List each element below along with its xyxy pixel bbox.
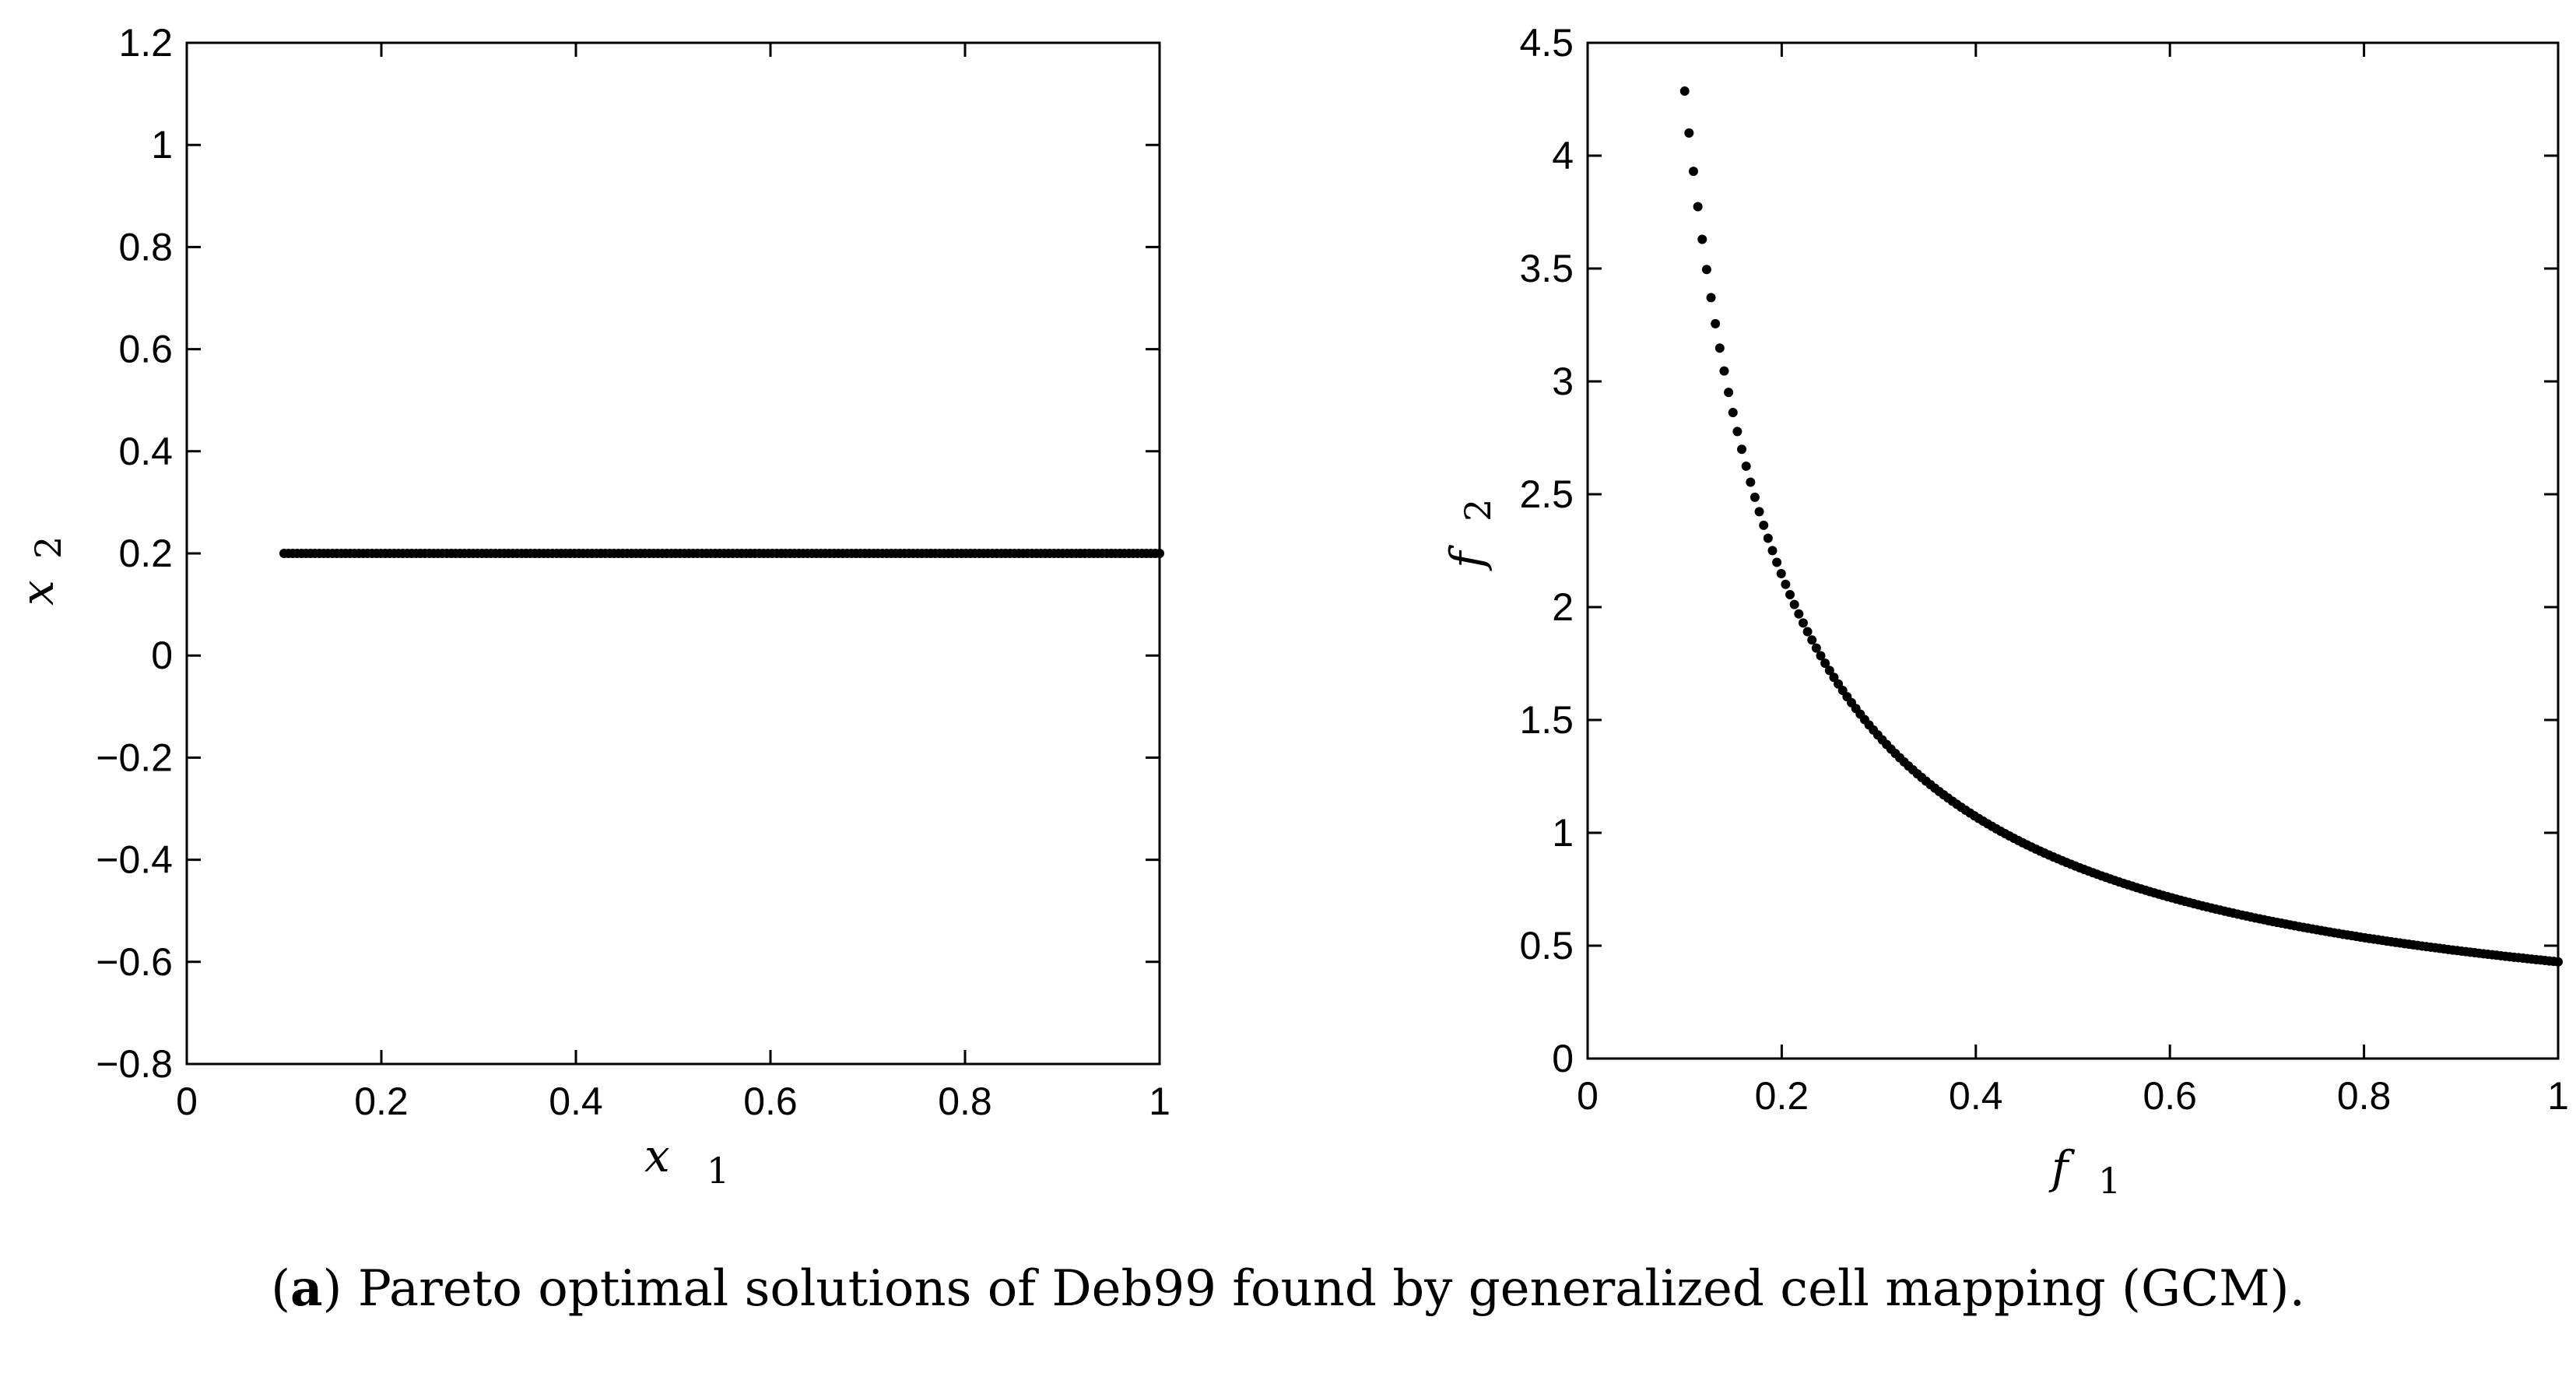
chart-left-xlabel: x — [644, 1129, 670, 1182]
chart-right-point — [1728, 407, 1738, 417]
chart-left-ytick-label: 1.2 — [118, 21, 173, 65]
chart-left-ytick-label: 0 — [151, 634, 173, 677]
chart-left-points — [279, 549, 1164, 558]
chart-left-ytick-label: −0.4 — [96, 838, 173, 882]
chart-right-point — [1816, 651, 1826, 661]
caption-text: Pareto optimal solutions of Deb99 found … — [342, 1260, 2305, 1318]
chart-right-point — [1781, 579, 1791, 589]
chart-right-xtick-label: 0.8 — [2337, 1074, 2392, 1118]
chart-left-ytick-label: 0.8 — [118, 225, 173, 269]
chart-right-point — [1724, 388, 1734, 398]
chart-right-point — [1737, 444, 1747, 455]
chart-left-ylabel-sub: 2 — [27, 536, 69, 559]
chart-right-point — [1732, 427, 1742, 437]
chart-right-ylabel-sub: 2 — [1457, 499, 1499, 521]
chart-left-ytick-label: 0.2 — [118, 532, 173, 575]
chart-right-frame — [1586, 41, 2560, 1060]
chart-right-ytick-label: 2.5 — [1519, 472, 1574, 516]
chart-left-ytick-label: −0.8 — [96, 1042, 173, 1086]
chart-right-point — [1741, 461, 1751, 471]
caption-label: a — [290, 1259, 323, 1318]
chart-left-ylabel: x — [11, 580, 64, 606]
chart-right-xtick-label: 0.4 — [1949, 1074, 2003, 1118]
chart-left-xtick-label: 1 — [1149, 1080, 1170, 1123]
chart-right-point — [1706, 293, 1716, 303]
chart-right-point — [1785, 589, 1795, 599]
chart-right-point — [1679, 86, 1690, 97]
chart-right-ytick-label: 1 — [1552, 811, 1574, 855]
chart-right-point — [1711, 318, 1721, 328]
chart-right-point — [1776, 568, 1786, 578]
chart-right-xtick-label: 0.6 — [2143, 1074, 2197, 1118]
chart-left-ylabel-group: x 2 — [11, 536, 69, 606]
chart-right-ylabel-group: f 2 — [1441, 499, 1499, 571]
chart-right-xlabel: f — [2048, 1141, 2076, 1194]
chart-right-ytick-label: 3 — [1552, 360, 1574, 403]
chart-right-point — [1693, 202, 1703, 212]
chart-right-point — [1807, 635, 1817, 645]
chart-left-ytick-label: 0.6 — [118, 328, 173, 371]
chart-right-xtick-label: 1 — [2547, 1074, 2569, 1118]
chart-right-ytick-label: 0.5 — [1519, 924, 1574, 967]
chart-left-xtick-label: 0.2 — [354, 1080, 409, 1123]
chart-left-ytick-label: 1 — [151, 123, 173, 167]
chart-left-ticks: 0 0.2 0.4 0.6 0.8 1 −0.8 −0.6 −0.4 −0.2 0 0.2 0.4 0.6… — [96, 21, 1170, 1123]
chart-right-point — [1767, 546, 1778, 556]
chart-right-point — [1820, 658, 1830, 669]
chart-left: 0 0.2 0.4 0.6 0.8 1 −0.8 −0.6 −0.4 −0.2 0 0.2 0.4 0.6… — [11, 21, 1170, 1192]
chart-right-ytick-label: 2 — [1552, 585, 1574, 629]
chart-right-xlabel-sub: 1 — [2098, 1160, 2121, 1202]
chart-right-point — [1719, 366, 1729, 376]
chart-left-xlabel-sub: 1 — [707, 1150, 729, 1192]
chart-left-ytick-label: −0.2 — [96, 736, 173, 779]
chart-right-point — [1750, 492, 1760, 502]
chart-left-xtick-label: 0.4 — [549, 1080, 603, 1123]
chart-right-point — [1789, 599, 1799, 609]
chart-left-xtick-label: 0 — [176, 1080, 198, 1123]
chart-right-ytick-label: 1.5 — [1519, 698, 1574, 742]
chart-right-point — [1684, 128, 1694, 138]
chart-right-point — [1802, 627, 1813, 637]
chart-left-point — [1155, 549, 1164, 558]
chart-right-point — [1794, 609, 1804, 619]
chart-right-ytick-label: 4 — [1552, 134, 1574, 177]
chart-right-point — [1701, 265, 1711, 275]
chart-right-point — [1697, 234, 1707, 244]
chart-right-point — [1798, 618, 1808, 628]
chart-right-ytick-label: 0 — [1552, 1037, 1574, 1080]
chart-right-point — [1811, 643, 1821, 653]
chart-left-ytick-label: −0.6 — [96, 940, 173, 984]
chart-right-ticks: 0 0.2 0.4 0.6 0.8 1 0 0.5 1 1.5 2 2.5 3 3.5 4 4.5 — [1519, 21, 2568, 1118]
chart-right-point — [1772, 557, 1782, 567]
chart-right: 0 0.2 0.4 0.6 0.8 1 0 0.5 1 1.5 2 2.5 3 3.5 4 4.5 f 1 f… — [1441, 21, 2569, 1202]
chart-left-ytick-label: 0.4 — [118, 430, 173, 473]
chart-right-point — [2553, 957, 2563, 967]
chart-right-point — [1824, 665, 1834, 676]
chart-right-point — [1746, 477, 1756, 487]
chart-right-ylabel: f — [1441, 544, 1493, 571]
chart-right-point — [1688, 167, 1698, 177]
chart-right-ytick-label: 4.5 — [1519, 21, 1574, 65]
chart-right-point — [1714, 343, 1725, 353]
chart-right-point — [1759, 520, 1769, 530]
chart-left-xtick-label: 0.8 — [938, 1080, 992, 1123]
chart-right-point — [1754, 507, 1764, 517]
chart-right-point — [1763, 533, 1773, 543]
chart-right-ytick-label: 3.5 — [1519, 247, 1574, 290]
chart-left-xtick-label: 0.6 — [743, 1080, 798, 1123]
chart-right-xtick-label: 0 — [1577, 1074, 1599, 1118]
chart-right-point — [1829, 672, 1839, 683]
chart-right-points — [1679, 86, 2563, 967]
chart-right-xtick-label: 0.2 — [1755, 1074, 1809, 1118]
figure-caption: (a) Pareto optimal solutions of Deb99 fo… — [271, 1259, 2305, 1318]
